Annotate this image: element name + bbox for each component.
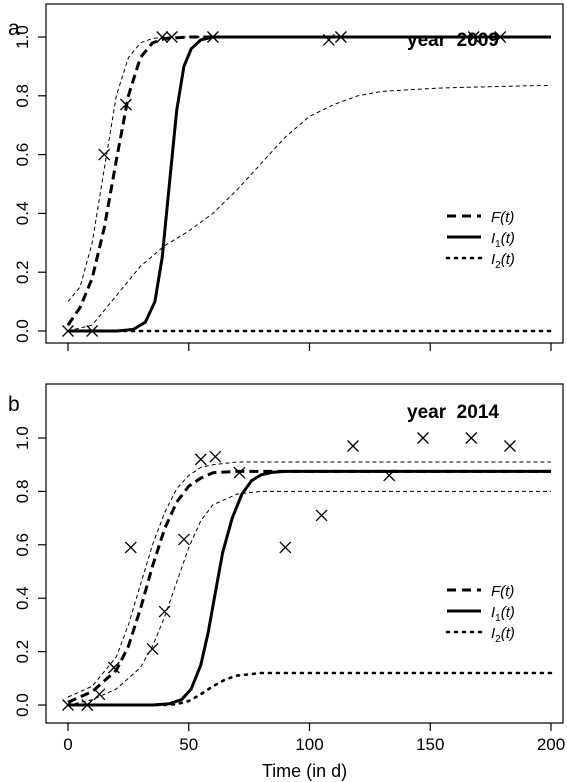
series-line-i2-t [66, 671, 553, 707]
legend-label-base: I [491, 625, 495, 642]
x-tick-label: 0 [63, 735, 72, 754]
observation-point [465, 432, 478, 444]
observation-point [158, 605, 171, 618]
observation-point [177, 533, 190, 546]
x-tick-label: 50 [179, 735, 198, 754]
legend-label-sub: 2 [495, 260, 501, 271]
observation-point [315, 509, 328, 522]
y-tick-label: 0.2 [13, 640, 32, 664]
chart-title: year 2009 [407, 30, 499, 51]
observation-point [494, 31, 507, 43]
x-tick-label: 100 [295, 735, 323, 754]
series-line-f-t [66, 35, 551, 326]
observation-point [322, 33, 335, 46]
observation-point [347, 440, 359, 452]
observation-point [124, 541, 137, 554]
legend-label-sub: 2 [495, 634, 501, 645]
legend-label-base: I [491, 251, 495, 268]
plot-frame [45, 3, 564, 344]
observation-point [165, 31, 178, 43]
y-tick-label: 1.0 [13, 25, 32, 49]
y-tick-label: 0.0 [13, 693, 32, 717]
legend-label-sub: 1 [495, 239, 501, 250]
y-tick-label: 0.4 [13, 586, 32, 610]
legend-label: I1(t) [491, 230, 515, 250]
legend-label-arg: (t) [500, 209, 514, 226]
legend-label: F(t) [491, 583, 514, 600]
observation-point [86, 325, 99, 337]
series-line-f-upper-band [67, 36, 551, 302]
observation-point [206, 31, 219, 43]
observation-point [120, 98, 132, 111]
y-tick-label: 0.6 [13, 533, 32, 557]
chart-title: year 2014 [407, 402, 499, 423]
legend-label-arg: (t) [501, 625, 515, 642]
observation-point [279, 541, 292, 554]
observation-point [62, 325, 74, 337]
panel-label: a [8, 17, 20, 40]
y-tick-label: 1.0 [13, 426, 32, 450]
legend-label-arg: (t) [501, 251, 515, 268]
observation-point [93, 688, 106, 701]
y-tick-label: 0.2 [13, 260, 32, 284]
legend-label: I2(t) [491, 251, 515, 271]
observation-point [98, 148, 111, 161]
series-line-i1-t [68, 469, 551, 707]
y-tick-label: 0.0 [13, 319, 32, 343]
x-tick-label: 150 [416, 735, 444, 754]
legend-label: F(t) [491, 209, 514, 226]
y-tick-label: 0.4 [13, 202, 32, 226]
legend-label-base: F [491, 583, 501, 600]
legend-label: I2(t) [491, 625, 515, 645]
legend-label-arg: (t) [501, 604, 515, 621]
legend-label-sub: 1 [495, 613, 501, 624]
observation-point [209, 450, 222, 463]
legend-label: I1(t) [491, 604, 515, 624]
panel-label: b [8, 393, 20, 416]
legend-label-base: I [491, 604, 495, 621]
legend-label-base: F [491, 209, 501, 226]
legend-label-arg: (t) [501, 230, 515, 247]
y-tick-label: 0.8 [13, 84, 32, 108]
observation-point [62, 699, 74, 711]
series-line-f-lower-band [67, 490, 551, 706]
x-tick-label: 200 [537, 735, 565, 754]
observation-point [156, 31, 169, 43]
observation-point [503, 440, 516, 452]
y-tick-label: 0.8 [13, 480, 32, 504]
observation-point [194, 453, 207, 466]
legend-label-base: I [491, 230, 495, 247]
observation-point [467, 31, 480, 43]
y-tick-label: 0.6 [13, 143, 32, 167]
observation-point [233, 466, 246, 479]
x-axis-title: Time (in d) [262, 761, 347, 781]
series-line-f-upper-band [67, 461, 551, 698]
observation-point [383, 469, 396, 482]
plot-frame [45, 383, 564, 724]
legend: F(t)I1(t)I2(t) [445, 583, 515, 645]
observation-point [107, 661, 120, 674]
series-line-i1-lower-band [67, 85, 552, 332]
legend-label-arg: (t) [500, 583, 514, 600]
observation-point [146, 642, 159, 655]
observation-point [417, 432, 429, 444]
series-line-i1-t [68, 35, 551, 333]
legend: F(t)I1(t)I2(t) [445, 209, 515, 271]
observation-point [81, 699, 94, 711]
series-line-f-t [67, 469, 551, 704]
chart-panel-b: b year 2014 0.0 0.2 0.4 0.6 0.8 1.0 0 50 100 150 200… [8, 383, 565, 781]
observation-point [334, 31, 347, 43]
